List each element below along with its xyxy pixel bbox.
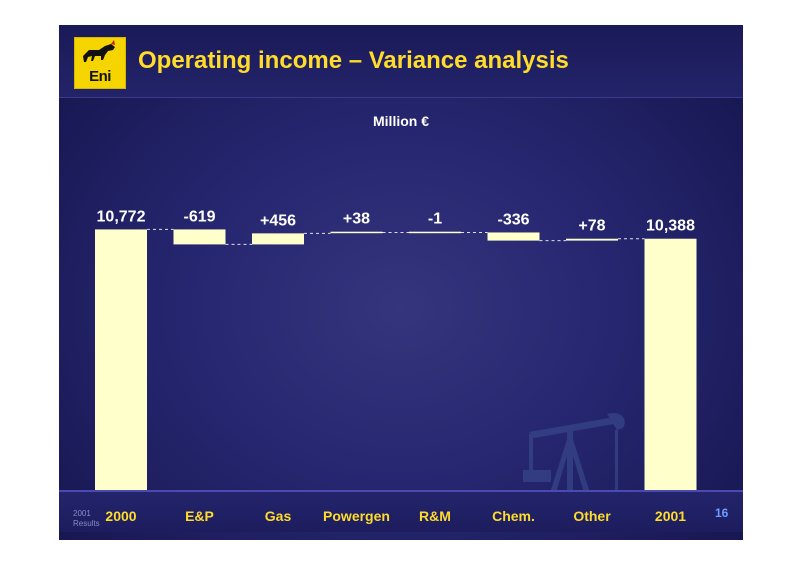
data-label: -1 <box>428 211 442 228</box>
six-legged-dog-icon <box>83 40 115 62</box>
bar-gas <box>252 233 304 245</box>
category-label: 2000 <box>105 508 136 524</box>
category-label: 2001 <box>655 508 686 524</box>
data-label: -336 <box>497 211 529 228</box>
data-label: +78 <box>578 218 605 235</box>
category-label: Chem. <box>492 508 535 524</box>
data-label: +38 <box>343 211 370 228</box>
footer-note: 2001 Results <box>73 509 100 528</box>
data-label: +456 <box>260 212 296 229</box>
waterfall-chart: 10,772 -619 +456 +38 -1 -336 +78 10,388 2000 E&P G… <box>95 208 697 524</box>
category-label: Gas <box>265 508 292 524</box>
category-label: Other <box>573 508 611 524</box>
category-label: E&P <box>185 508 214 524</box>
bar-other <box>566 238 618 241</box>
chart-subtitle: Million € <box>373 113 429 129</box>
bar-2001 <box>644 238 697 490</box>
page-number: 16 <box>715 506 729 520</box>
data-label: 10,388 <box>646 218 695 235</box>
bar-2000 <box>95 229 147 490</box>
header-band <box>59 25 743 98</box>
footer-band <box>59 490 743 532</box>
category-label: Powergen <box>323 508 390 524</box>
logo-text: Eni <box>89 68 111 85</box>
bar-chem <box>487 232 540 241</box>
category-label: R&M <box>419 508 451 524</box>
bar-e-p <box>173 229 226 245</box>
data-label: 10,772 <box>97 208 146 225</box>
eni-logo: Eni <box>74 37 126 89</box>
data-label: -619 <box>183 208 215 225</box>
page-title: Operating income – Variance analysis <box>138 47 569 74</box>
bar-r-m <box>409 231 461 234</box>
bar-powergen <box>330 231 383 234</box>
slide: Eni Operating income – Variance analysis… <box>59 25 743 540</box>
